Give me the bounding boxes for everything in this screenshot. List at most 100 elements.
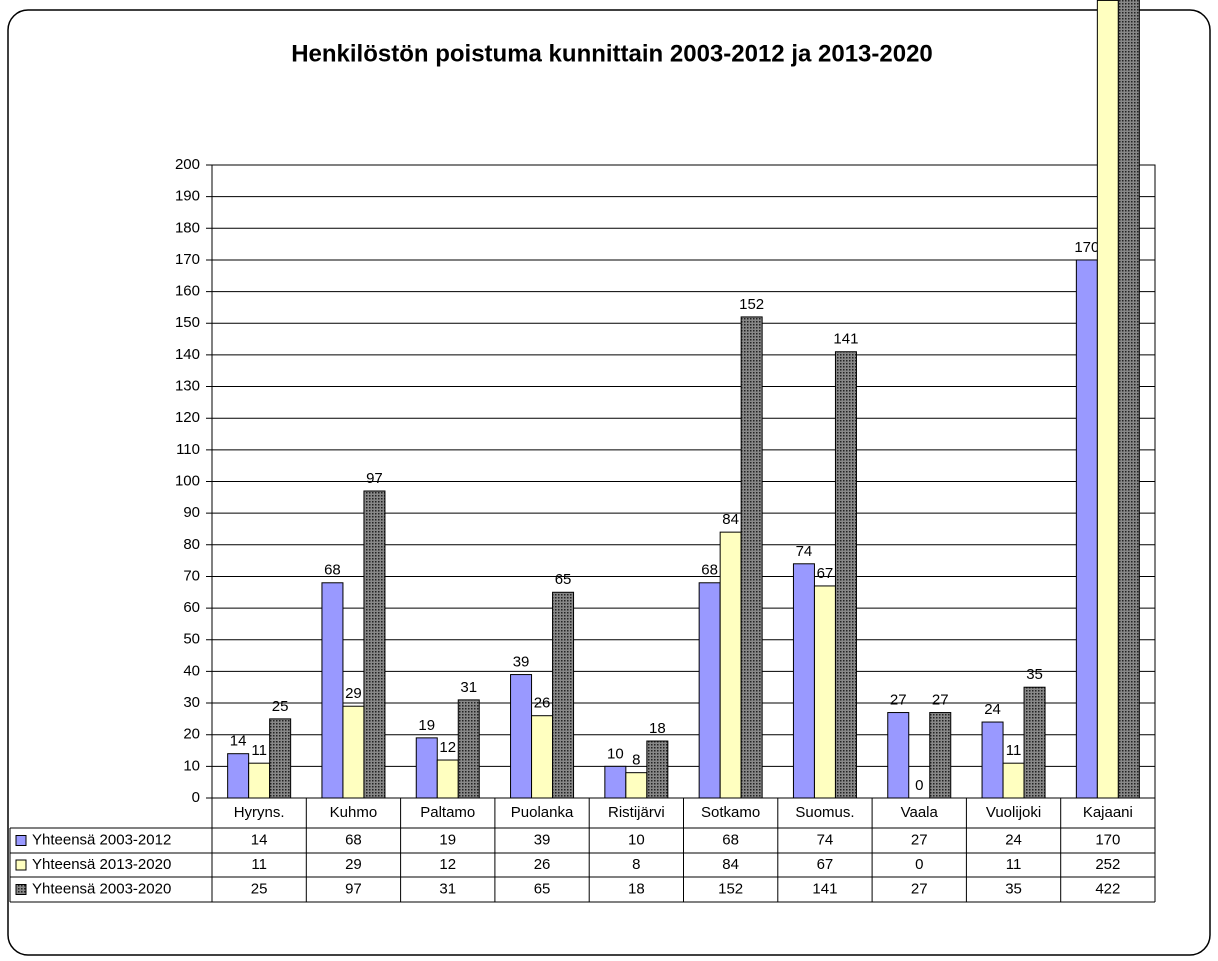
data-label: 74 (796, 543, 813, 560)
table-cell: 27 (911, 831, 928, 848)
x-tick-label: Hyryns. (234, 804, 285, 821)
legend-label: Yhteensä 2003-2012 (32, 831, 171, 848)
legend-swatch (15, 835, 27, 846)
table-cell: 11 (251, 856, 267, 873)
x-tick-label: Ristijärvi (608, 804, 665, 821)
bar (1075, 259, 1098, 799)
table-cell: 0 (915, 856, 923, 873)
data-label: 27 (932, 692, 949, 709)
data-label: 67 (817, 565, 834, 582)
table-cell: 65 (534, 880, 551, 897)
y-tick-label: 180 (175, 219, 200, 236)
bar (792, 563, 815, 799)
data-label: 0 (915, 777, 923, 794)
data-label: 8 (632, 752, 640, 769)
y-tick-label: 170 (175, 251, 200, 268)
table-cell: 18 (628, 880, 645, 897)
data-label: 84 (722, 511, 739, 528)
data-label: 152 (739, 296, 764, 313)
y-tick-label: 140 (175, 346, 200, 363)
data-label: 68 (324, 562, 341, 579)
x-tick-label: Vuolijoki (986, 804, 1041, 821)
y-tick-label: 20 (183, 726, 200, 743)
table-cell: 11 (1006, 856, 1022, 873)
table-cell: 19 (439, 831, 456, 848)
bar (510, 674, 533, 799)
x-tick-label: Kajaani (1083, 804, 1133, 821)
bar (834, 351, 857, 799)
data-label: 141 (833, 331, 858, 348)
x-tick-label: Puolanka (511, 804, 574, 821)
y-tick-label: 110 (176, 441, 200, 458)
data-label: 12 (439, 739, 456, 756)
data-label: 18 (649, 720, 666, 737)
table-cell: 31 (439, 880, 456, 897)
data-label: 25 (272, 698, 289, 715)
table-cell: 152 (718, 880, 743, 897)
bar (342, 705, 365, 799)
bar (698, 582, 721, 799)
y-tick-label: 0 (192, 789, 200, 806)
data-label: 31 (460, 679, 477, 696)
table-cell: 26 (534, 856, 551, 873)
y-tick-label: 190 (175, 188, 200, 205)
x-tick-label: Vaala (901, 804, 939, 821)
legend-label: Yhteensä 2013-2020 (32, 856, 171, 873)
y-tick-label: 160 (175, 283, 200, 300)
table-cell: 252 (1095, 856, 1120, 873)
bar (552, 591, 575, 799)
data-label: 68 (701, 562, 718, 579)
bar (227, 753, 250, 799)
bar (646, 740, 669, 799)
bar (604, 765, 627, 799)
table-cell: 68 (345, 831, 362, 848)
bar (740, 316, 763, 799)
bar (269, 718, 292, 799)
table-cell: 25 (251, 880, 268, 897)
bar (436, 759, 459, 799)
legend-swatch (15, 884, 27, 895)
y-tick-label: 100 (175, 472, 200, 489)
table-cell: 39 (534, 831, 551, 848)
bar (457, 699, 480, 799)
table-cell: 14 (251, 831, 268, 848)
bar (887, 712, 910, 799)
table-cell: 422 (1095, 880, 1120, 897)
bar (929, 712, 952, 799)
data-label: 29 (345, 685, 362, 702)
table-cell: 67 (817, 856, 834, 873)
table-cell: 12 (439, 856, 456, 873)
data-label: 39 (513, 654, 530, 671)
table-cell: 74 (817, 831, 834, 848)
table-cell: 68 (722, 831, 739, 848)
bar (1002, 762, 1025, 799)
table-cell: 27 (911, 880, 928, 897)
data-label: 11 (251, 742, 267, 759)
y-tick-label: 130 (175, 378, 200, 395)
y-tick-label: 70 (183, 567, 200, 584)
x-tick-label: Suomus. (795, 804, 854, 821)
table-cell: 141 (812, 880, 837, 897)
data-label: 11 (1006, 742, 1022, 759)
y-tick-label: 80 (183, 536, 200, 553)
data-label: 19 (418, 717, 435, 734)
data-label: 27 (890, 692, 907, 709)
legend-label: Yhteensä 2003-2020 (32, 880, 171, 897)
data-label: 65 (555, 571, 572, 588)
table-cell: 84 (722, 856, 739, 873)
y-tick-label: 60 (183, 599, 200, 616)
table-cell: 35 (1005, 880, 1022, 897)
y-tick-label: 50 (183, 631, 200, 648)
y-tick-label: 10 (183, 757, 200, 774)
table-cell: 97 (345, 880, 362, 897)
y-tick-label: 150 (175, 314, 200, 331)
bar (625, 772, 648, 799)
bar (363, 490, 386, 799)
table-cell: 24 (1005, 831, 1022, 848)
bar (981, 721, 1004, 799)
data-label: 24 (984, 701, 1001, 718)
bar (1096, 0, 1119, 799)
x-tick-label: Paltamo (420, 804, 475, 821)
data-label: 35 (1026, 666, 1043, 683)
